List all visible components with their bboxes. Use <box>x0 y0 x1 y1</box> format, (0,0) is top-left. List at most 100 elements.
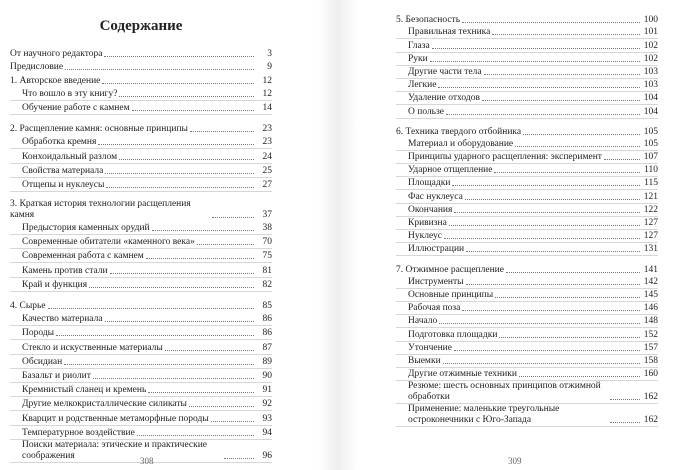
entry-page: 162 <box>643 415 658 426</box>
toc-entry: 1. Авторское введение 12 <box>10 73 272 86</box>
entry-text: 7. Отжимное расщепление <box>396 264 504 275</box>
entry-text: Подготовка площадки <box>408 329 498 340</box>
toc-subentry: Подготовка площадки 152 <box>396 328 658 342</box>
entry-page: 142 <box>643 276 658 287</box>
toc-subentry: Современные обитатели «каменного века» 70 <box>10 235 272 250</box>
right-page: 5. Безопасность 100 Правильная техника 101 Г… <box>396 14 658 434</box>
entry-page: 90 <box>262 370 273 381</box>
toc-group: 4. Сырье 85 Качество материала 86 Породы 86 Ст… <box>10 299 272 463</box>
leader-dots <box>442 362 640 364</box>
entry-page: 103 <box>643 80 658 91</box>
toc-subentry: Кривизна 127 <box>396 217 658 230</box>
toc-group: Предисловие 9 <box>10 60 272 73</box>
leader-dots <box>89 286 254 288</box>
leader-dots <box>453 349 640 351</box>
leader-dots <box>492 34 640 36</box>
entry-page: 101 <box>643 27 658 38</box>
entry-text: 4. Сырье <box>10 301 46 311</box>
entry-text: Правильная техника <box>408 27 491 38</box>
toc-subentry: Основные принципы 145 <box>396 289 658 302</box>
leader-dots <box>119 158 254 160</box>
entry-page: 9 <box>267 62 272 73</box>
leader-dots <box>431 47 640 49</box>
entry-text: Другие мелкокристаллические силикаты <box>22 399 187 410</box>
entry-page: 102 <box>643 53 658 64</box>
entry-page: 152 <box>643 329 658 340</box>
entry-text: Удаление отходов <box>408 93 480 104</box>
toc-entry: 3. Краткая история технологии расщеплени… <box>10 199 272 221</box>
toc-title: Содержание <box>99 18 183 34</box>
leader-dots <box>145 258 254 260</box>
entry-text: Принципы ударного расщепления: экспериме… <box>408 152 602 163</box>
entry-text: Другие отжимные техники <box>408 369 517 380</box>
entry-page: 92 <box>262 399 273 410</box>
leader-dots <box>188 406 254 408</box>
entry-page: 105 <box>643 126 658 137</box>
entry-text: 1. Авторское введение <box>10 75 101 86</box>
toc-subentry: Современная работа с камнем 75 <box>10 249 273 264</box>
entry-text: Резюме: шесть основных принципов отжимно… <box>408 381 601 403</box>
entry-text: Обработка кремня <box>22 137 97 148</box>
toc-subentry: Площадки 115 <box>396 177 658 191</box>
entry-text: Современная работа с камнем <box>22 251 144 262</box>
leader-dots <box>136 434 254 436</box>
page-number: 308 <box>140 456 154 466</box>
entry-text: Предисловие <box>10 62 64 73</box>
toc-subentry: Предыстория каменных орудий 38 <box>10 221 273 236</box>
leader-dots <box>494 172 640 174</box>
entry-page: 146 <box>643 303 658 314</box>
leader-dots <box>92 377 254 379</box>
toc-subentry: Обработка кремня 23 <box>10 135 272 150</box>
leader-dots <box>515 145 640 147</box>
leader-dots <box>151 230 254 232</box>
entry-page: 103 <box>643 66 658 77</box>
entry-page: 85 <box>262 301 273 311</box>
entry-page: 24 <box>262 151 273 162</box>
left-page: Содержание От научного редактора 3 Предисл… <box>10 18 272 470</box>
toc-subentry: Глаза 102 <box>396 39 658 53</box>
leader-dots <box>443 238 640 240</box>
entry-page: 87 <box>262 342 273 353</box>
leader-dots <box>224 457 254 459</box>
entry-text: От научного редактора <box>10 49 103 60</box>
entry-page: 110 <box>644 165 658 176</box>
entry-page: 75 <box>262 251 273 262</box>
toc-entry: 6. Техника твердого отбойника 105 <box>396 126 658 138</box>
leader-dots <box>462 310 640 312</box>
toc-subentry: Резюме: шесть основных принципов отжимно… <box>396 381 658 405</box>
toc-group: 3. Краткая история технологии расщеплени… <box>10 199 272 292</box>
entry-page: 91 <box>262 385 273 396</box>
toc-subentry: Легкие 103 <box>396 79 658 93</box>
entry-page: 38 <box>262 223 273 234</box>
entry-page: 27 <box>262 179 273 190</box>
entry-text: Обсидиан <box>22 356 63 367</box>
entry-text: Камень против стали <box>22 265 108 276</box>
leader-dots <box>104 321 254 323</box>
toc-subentry: Инструменты 142 <box>396 276 658 289</box>
toc-subentry: Правильная техника 101 <box>396 26 658 40</box>
entry-text: Температурное воздействие <box>22 427 135 438</box>
toc-subentry: Другие отжимные техники 160 <box>396 368 658 382</box>
toc-subentry: Утончение 157 <box>396 342 658 355</box>
toc-subentry: Иллюстрации 131 <box>396 243 658 257</box>
entry-text: Начало <box>408 316 438 327</box>
toc-subentry: Обучение работе с камнем 14 <box>10 101 272 115</box>
leader-dots <box>56 335 254 337</box>
page-number: 309 <box>508 456 522 466</box>
leader-dots <box>105 172 254 174</box>
entry-page: 104 <box>643 93 658 104</box>
entry-page: 81 <box>262 265 273 276</box>
entry-page: 141 <box>643 264 658 275</box>
entry-text: Край и функция <box>22 279 88 290</box>
entry-text: Рабочая поза <box>408 303 461 314</box>
leader-dots <box>196 244 254 246</box>
toc-entry: 5. Безопасность 100 <box>396 14 658 26</box>
entry-page: 3 <box>267 49 272 60</box>
entry-text: Глаза <box>408 40 430 51</box>
leader-dots <box>131 109 254 111</box>
entry-text: Нуклеус <box>408 231 442 242</box>
toc-subentry: Ударное отщепление 110 <box>396 164 658 178</box>
entry-text: Базальт и риолит <box>22 370 91 381</box>
toc-subentry: Поиски материала: этические и практическ… <box>10 440 272 463</box>
leader-dots <box>483 73 640 75</box>
